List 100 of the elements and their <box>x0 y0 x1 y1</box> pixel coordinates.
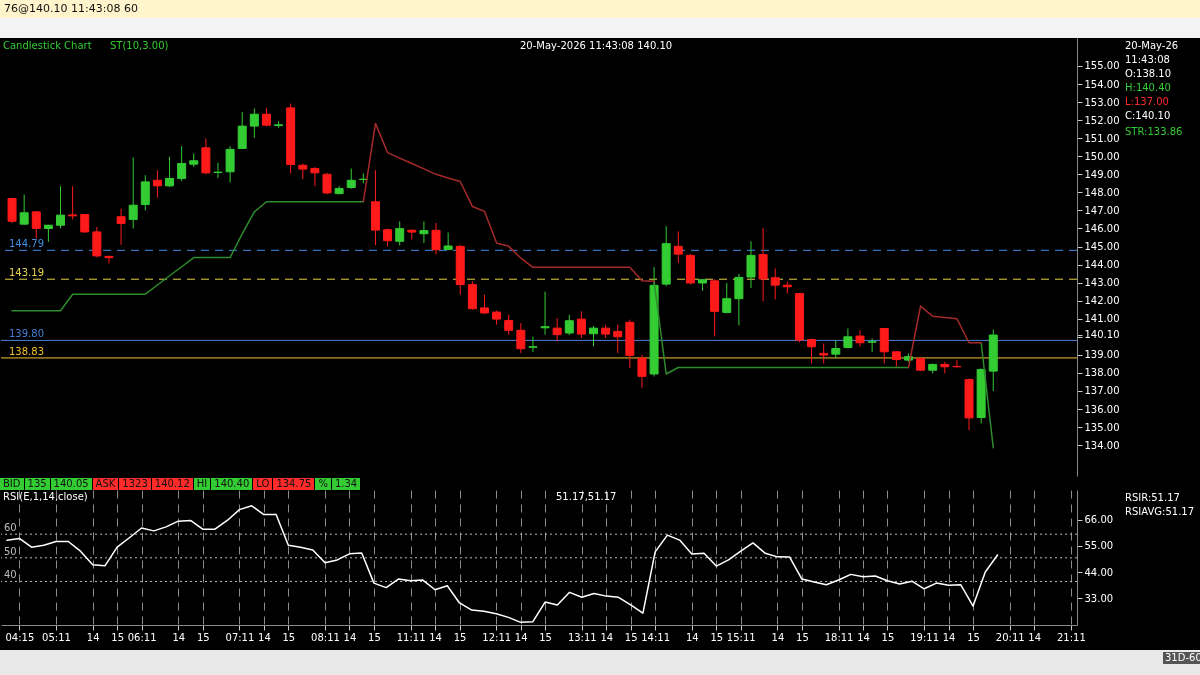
x-tick-label: 15 <box>796 631 809 643</box>
candlestick <box>249 107 259 139</box>
text: 134.75 <box>273 478 316 490</box>
ref-line-label: 138.83 <box>9 345 44 357</box>
ref-line-label: 50 <box>4 545 17 557</box>
x-tick-label: 14 <box>86 631 100 643</box>
candlestick <box>516 322 526 354</box>
y-tick-label: 143.00 <box>1084 277 1120 289</box>
candlestick <box>152 169 162 199</box>
text: H:140.40 <box>1125 82 1171 94</box>
x-tick-label: 15 <box>453 631 467 643</box>
candlestick <box>213 162 223 179</box>
y-tick-label: 142.00 <box>1084 295 1120 307</box>
y-tick-label: 146.00 <box>1084 222 1120 234</box>
candlestick <box>770 267 780 300</box>
candlestick <box>165 156 175 188</box>
text: 140.40 <box>211 478 254 490</box>
x-tick-label: 14 <box>258 631 271 643</box>
x-tick-label: 14 <box>600 631 614 643</box>
ref-line-label: 143.19 <box>9 267 44 279</box>
candlestick <box>722 282 732 314</box>
x-tick-label: 14 <box>514 631 528 643</box>
text: 1323 <box>119 478 152 490</box>
y-tick-label: 141.00 <box>1084 313 1120 325</box>
annotation: 51.17,51.17 <box>556 491 617 503</box>
candlestick <box>128 157 138 229</box>
candlestick <box>576 310 586 339</box>
x-tick-label: 14 <box>172 631 186 643</box>
x-tick-label: 15 <box>282 631 296 643</box>
x-tick-label: 14 <box>771 631 785 643</box>
text: LO <box>253 478 274 490</box>
text: C:140.10 <box>1125 110 1171 122</box>
text: 11:43:08 <box>1125 54 1170 66</box>
x-tick-label: 04:15 <box>5 631 35 643</box>
x-tick-label: 15 <box>196 631 210 643</box>
candlestick <box>843 328 853 350</box>
text: 140.12 <box>151 478 194 490</box>
candlestick <box>19 194 29 226</box>
candlestick <box>104 255 114 264</box>
x-tick-label: 07:11 <box>225 631 255 643</box>
candlestick <box>540 291 550 336</box>
text: RSIAVG:51.17 <box>1125 506 1195 518</box>
y-tick-label: 155.00 <box>1084 60 1120 72</box>
x-tick-label: 20:11 <box>995 631 1025 643</box>
candlestick <box>867 337 877 353</box>
chart-title: 76@140.10 11:43:08 60 <box>0 0 1200 18</box>
x-tick-label: 05:11 <box>42 631 71 643</box>
text: % <box>315 478 332 490</box>
candlestick <box>746 240 756 289</box>
y-tick-label: 153.00 <box>1084 96 1120 108</box>
text: L:137.00 <box>1125 96 1169 108</box>
ref-line-label: 139.80 <box>9 328 44 340</box>
text: 135 <box>24 478 51 490</box>
candlestick <box>31 210 41 239</box>
text: 1.34 <box>331 478 362 490</box>
y-tick-label: 149.00 <box>1084 168 1120 180</box>
x-tick-label: 14 <box>343 631 357 643</box>
candlestick <box>528 336 538 353</box>
y-tick-label: 150.00 <box>1084 150 1120 162</box>
x-tick-label: 15:11 <box>726 631 756 643</box>
y-tick-label: 134.00 <box>1084 439 1120 451</box>
x-tick-label: 15 <box>881 631 895 643</box>
x-tick-label: 21:11 <box>1056 631 1086 643</box>
candlestick <box>504 314 514 336</box>
y-tick-label: 135.00 <box>1084 421 1120 433</box>
text: ASK <box>92 478 120 490</box>
y-tick-label: 140.10 <box>1084 329 1120 341</box>
x-tick-label: 14 <box>685 631 699 643</box>
text: 140.05 <box>50 478 93 490</box>
x-tick-label: 15 <box>967 631 980 643</box>
candlestick <box>673 230 683 264</box>
candlestick <box>637 354 647 389</box>
candlestick <box>346 168 356 190</box>
x-tick-label: 15 <box>368 631 381 643</box>
y-tick-label: 55.00 <box>1084 540 1114 552</box>
candlestick <box>116 208 126 246</box>
candlestick <box>177 145 187 182</box>
x-tick-label: 19:11 <box>910 631 940 643</box>
text: STR:133.86 <box>1125 126 1183 138</box>
x-tick-label: 14 <box>857 631 870 643</box>
candlestick <box>952 359 962 368</box>
y-tick-label: 145.00 <box>1084 241 1120 253</box>
candlestick <box>56 185 66 229</box>
y-tick-label: 66.00 <box>1084 514 1114 526</box>
x-tick-label: 08:11 <box>311 631 340 643</box>
y-tick-label: 147.00 <box>1084 204 1120 216</box>
candlestick <box>237 111 247 150</box>
y-tick-label: 33.00 <box>1084 592 1114 604</box>
y-tick-label: 136.00 <box>1084 403 1120 415</box>
candlestick <box>819 342 829 365</box>
candlestick <box>564 314 574 336</box>
text: RSIR:51.17 <box>1125 492 1180 504</box>
x-tick-label: 06:11 <box>127 631 157 643</box>
candlestick <box>879 328 889 365</box>
y-tick-label: 144.00 <box>1084 259 1120 271</box>
x-tick-label: 14 <box>429 631 442 643</box>
candlestick <box>443 231 453 251</box>
candlestick <box>225 145 235 183</box>
x-tick-label: 15 <box>111 631 125 643</box>
x-tick-label: 13:11 <box>567 631 597 643</box>
